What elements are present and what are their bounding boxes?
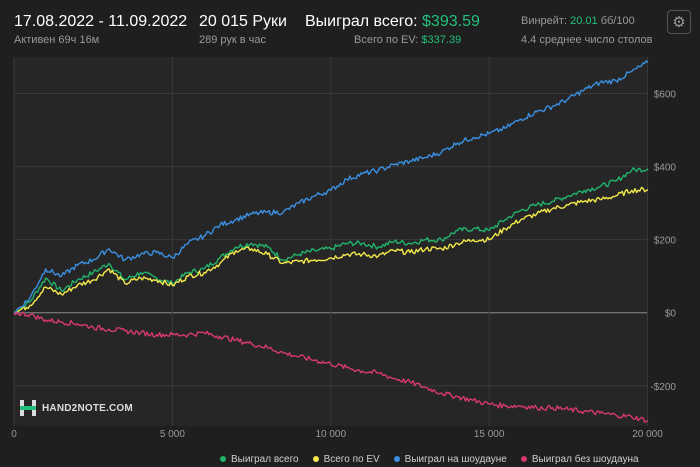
legend-item-2[interactable]: Всего по EV <box>312 452 380 466</box>
series-line-4 <box>13 311 649 423</box>
y-tick-label: $200 <box>654 236 677 247</box>
x-tick-label: 20 000 <box>632 429 663 440</box>
legend-dot-icon <box>393 456 400 462</box>
legend-label: Всего по EV <box>323 453 380 465</box>
legend-label: Выиграл всего <box>231 453 299 465</box>
winrate-value: 20.01 <box>570 15 598 27</box>
legend-dot-icon <box>220 456 226 462</box>
logo-mark-icon <box>20 400 36 416</box>
x-axis: 0 5 000 10 000 15 000 20 000 <box>11 429 663 440</box>
series-line-1 <box>13 167 649 314</box>
chart-legend: Выиграл всего Всего по EV Выиграл на шоуда… <box>220 452 639 466</box>
y-tick-label: $0 <box>665 309 677 320</box>
legend-label: Выиграл на шоудауне <box>404 453 507 465</box>
legend-label: Выиграл без шоудауна <box>531 453 639 465</box>
avg-tables: 4.4 среднее число столов <box>521 34 653 46</box>
x-tick-label: 0 <box>11 429 17 440</box>
legend-item-4[interactable]: Выиграл без шоудауна <box>520 452 639 466</box>
y-tick-label: $600 <box>654 90 677 101</box>
active-time: Активен 69ч 16м <box>14 34 100 46</box>
hands-count: 20 015 Руки <box>199 13 287 30</box>
logo-text: HAND2NOTE.COM <box>42 402 133 414</box>
winrate: Винрейт: 20.01 бб/100 <box>521 15 635 27</box>
legend-item-3[interactable]: Выиграл на шоудауне <box>393 452 507 466</box>
series-line-3 <box>13 60 649 314</box>
won-value: $393.59 <box>422 13 480 30</box>
ev-label: Всего по EV: <box>354 34 419 46</box>
settings-button[interactable]: ⚙ <box>667 10 691 34</box>
x-tick-label: 10 000 <box>315 429 346 440</box>
x-tick-label: 15 000 <box>474 429 505 440</box>
won-label: Выиграл всего: <box>305 13 418 30</box>
won-total: Выиграл всего: $393.59 <box>305 13 480 31</box>
x-tick-label: 5 000 <box>160 429 185 440</box>
chart-series <box>13 60 649 423</box>
y-tick-label: -$200 <box>650 382 676 393</box>
y-axis: -$200 $0 $200 $400 $600 <box>650 90 676 393</box>
hands-per-hour: 289 рук в час <box>199 34 267 46</box>
hand2note-logo: HAND2NOTE.COM <box>20 400 133 416</box>
winrate-unit: бб/100 <box>600 15 635 27</box>
y-tick-label: $400 <box>654 163 677 174</box>
legend-item-1[interactable]: Выиграл всего <box>220 452 299 466</box>
ev-value: $337.39 <box>421 34 462 46</box>
legend-dot-icon <box>312 456 319 462</box>
date-range: 17.08.2022 - 11.09.2022 <box>14 13 188 30</box>
ev-total: Всего по EV: $337.39 <box>354 34 461 46</box>
winrate-label: Винрейт: <box>521 15 568 27</box>
legend-dot-icon <box>520 456 527 462</box>
gear-icon: ⚙ <box>672 14 686 31</box>
series-line-2 <box>13 186 649 315</box>
chart-grid <box>13 57 649 426</box>
